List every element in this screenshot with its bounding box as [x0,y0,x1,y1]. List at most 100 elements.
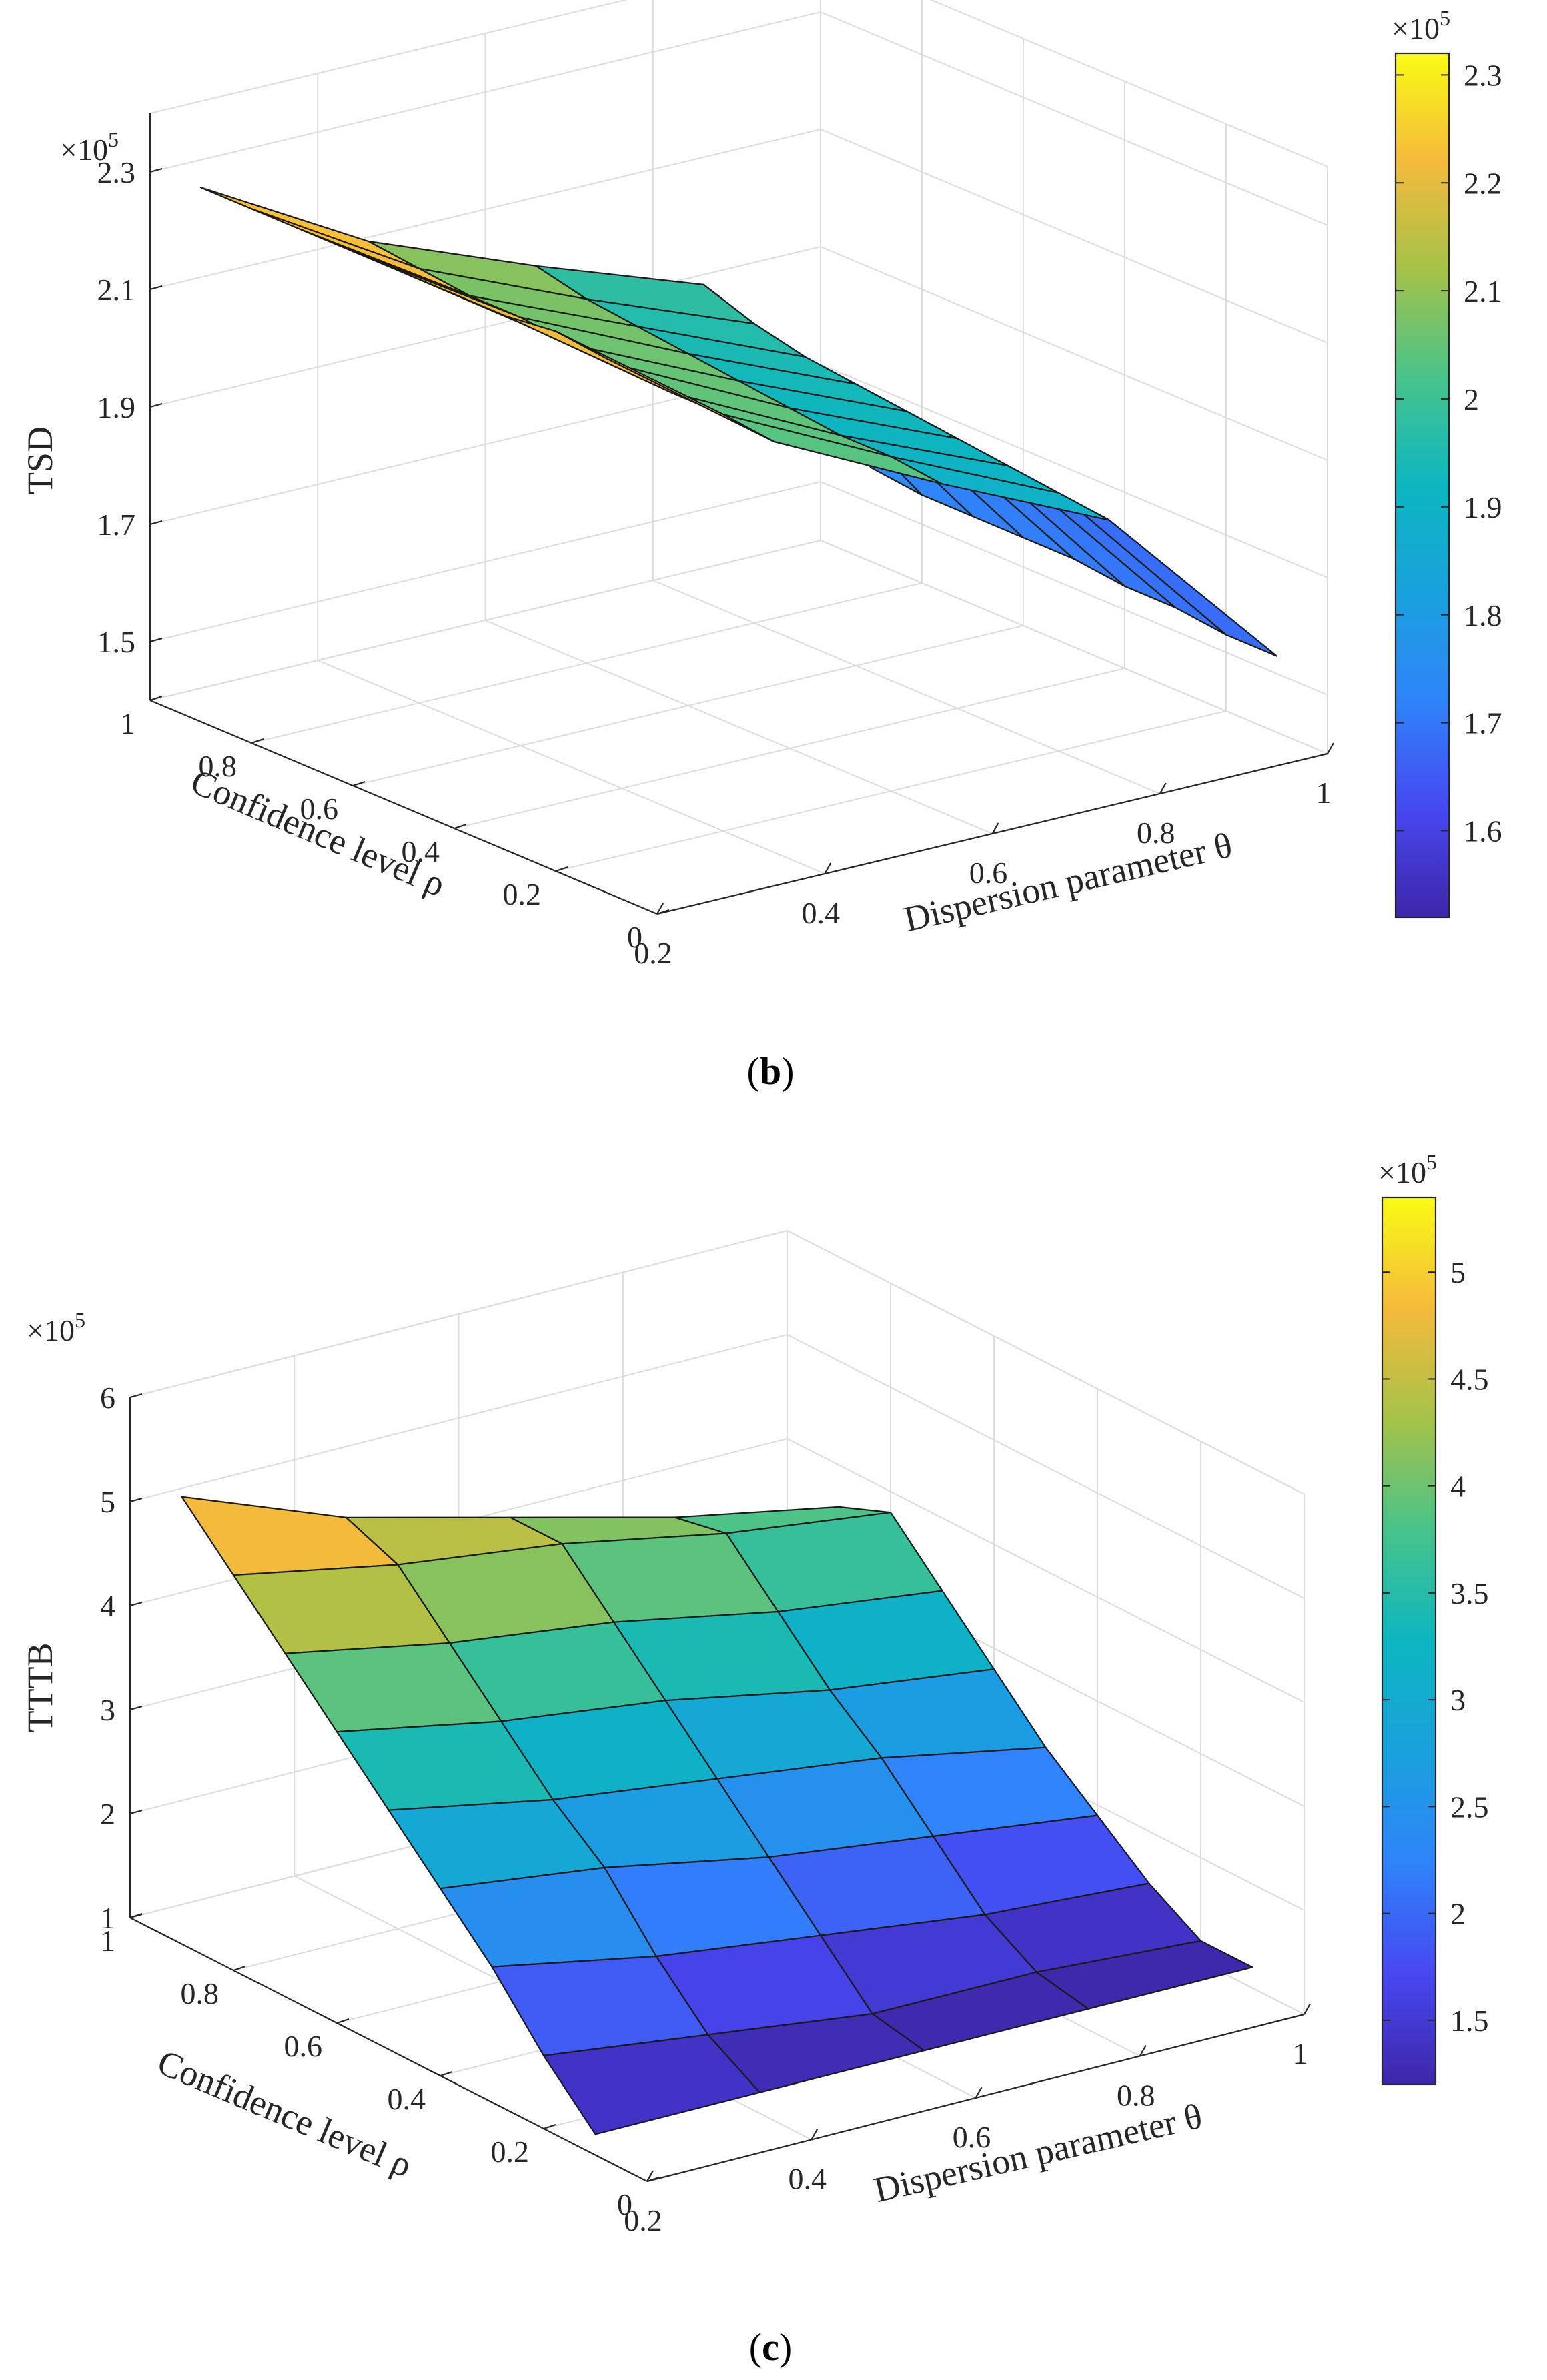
panel-c-surface-chart: 0.20.40.60.8100.20.40.60.81123456×105TTT… [20,1150,1489,2369]
b-x-tick-label: 0.4 [802,896,841,930]
c-x-axis-title: Dispersion parameter θ [870,2096,1205,2211]
b-y-tick-label: 1 [120,706,135,740]
c-y-tick-label: 0.8 [181,1976,219,2010]
b-colorbar-tick-label: 1.8 [1464,598,1502,632]
b-z-tick-mark [149,520,163,526]
b-grid-y-line [555,124,1227,872]
c-z-tick-label: 6 [100,1381,115,1415]
b-surface-patch [1057,492,1278,657]
b-z-tick-mark [149,285,163,291]
b-grid-x-line [317,73,825,874]
b-y-axis-line [149,699,658,915]
b-colorbar-exponent-label: ×105 [1392,6,1450,45]
c-x-tick-mark [975,2087,983,2099]
c-colorbar-tick-label: 4 [1450,1469,1466,1504]
c-z-tick-mark [129,1393,143,1399]
c-z-axis-title: TTTB [20,1643,60,1733]
b-grid-z-line [149,245,1328,461]
c-z-exponent-label: ×105 [27,1308,85,1347]
b-surface [199,187,1278,657]
c-z-tick-label: 4 [100,1589,115,1623]
b-colorbar-tick-label: 1.9 [1464,490,1502,524]
c-caption: (c) [749,2325,792,2369]
b-colorbar: 1.6 1.7 1.8 1.9 2 2.1 2.2 2.3 [1394,52,1502,919]
b-z-tick-label: 2.3 [97,155,136,189]
c-colorbar-tick-label: 2.5 [1450,1790,1489,1824]
b-colorbar-tick-label: 1.7 [1464,706,1502,740]
b-grid-y-line [251,0,923,744]
b-x-tick-label: 0.8 [1137,816,1175,850]
b-x-tick-mark [991,822,999,834]
c-y-tick-mark [543,2123,556,2130]
c-x-tick-mark [811,2128,819,2141]
c-y-axis-line [129,1917,648,2182]
c-x-tick-label: 0.6 [953,2120,991,2154]
b-z-axis-title: TSD [20,426,60,494]
b-x-tick-mark [1327,742,1334,754]
c-z-tick-label: 1 [100,1901,115,1935]
c-z-tick-label: 2 [100,1797,115,1831]
b-z-tick-mark [149,402,163,408]
c-grid-z-line [129,1333,1305,1599]
c-z-tick-mark [129,1809,143,1815]
c-surface [181,1496,1253,2135]
c-colorbar-tick-label: 2 [1450,1897,1466,1931]
c-z-tick-mark [129,1497,143,1503]
b-x-tick-label: 1 [1316,776,1332,810]
b-grid-y-line [656,167,1328,915]
b-colorbar-tick-label: 2.3 [1464,58,1502,92]
b-y-tick-mark [656,909,670,915]
b-y-tick-mark [352,780,366,787]
b-y-tick-mark [555,866,568,872]
c-grid-z-line [129,1229,1305,1495]
b-top-back-right [929,0,1328,167]
c-y-axis-title: Confidence level ρ [152,2042,418,2185]
c-z-tick-mark [129,1705,143,1711]
c-y-tick-mark [233,1965,246,1972]
b-y-axis-title: Confidence level ρ [185,761,452,905]
b-z-tick-label: 1.7 [97,508,136,542]
b-grid-z-line [149,363,1328,578]
b-z-exponent-label: ×105 [60,127,119,167]
c-x-tick-mark [1304,2003,1311,2015]
c-z-tick-label: 5 [100,1485,115,1519]
b-grid-z-line [149,128,1328,344]
c-colorbar-ramp [1381,1196,1437,2086]
c-z-tick-mark [129,1913,143,1919]
c-x-tick-label: 1 [1293,2036,1308,2070]
b-x-axis-title: Dispersion parameter θ [900,825,1235,940]
c-x-tick-label: 0.8 [1117,2078,1155,2113]
b-colorbar-ramp [1394,52,1450,919]
b-x-tick-mark [824,862,832,874]
c-colorbar-exponent-label: ×105 [1378,1150,1437,1189]
c-x-tick-mark [1139,2044,1147,2057]
b-caption: (b) [747,1049,795,1093]
b-y-tick-label: 0.2 [503,877,542,911]
b-grid-y-line [149,0,821,701]
c-surface-patch [542,2034,760,2135]
b-z-tick-label: 1.9 [97,390,136,424]
panel-b-surface-chart: 0.20.40.60.8100.20.40.60.811.51.71.92.12… [20,0,1502,1093]
c-y-tick-label: 0.6 [284,2029,323,2063]
b-y-tick-label: 0 [627,920,642,954]
b-y-tick-mark [454,823,467,830]
c-z-tick-label: 3 [100,1693,115,1727]
b-colorbar-tick-label: 1.6 [1464,814,1502,848]
b-grid-y-line [352,39,1024,786]
c-y-tick-label: 0.4 [388,2082,426,2116]
b-grid-z-line [149,11,1328,226]
c-y-tick-label: 0.2 [491,2135,530,2169]
b-grid-z-line [149,480,1328,696]
b-y-tick-mark [149,695,163,702]
b-z-tick-label: 2.1 [97,273,136,307]
c-surface-patch [181,1496,399,1576]
c-y-tick-mark [646,2176,660,2183]
b-y-tick-label: 0.4 [402,834,440,868]
c-colorbar-tick-label: 1.5 [1450,2004,1489,2038]
b-x-tick-mark [1159,782,1167,794]
b-z-tick-mark [149,637,163,643]
b-colorbar-tick-label: 2.2 [1464,166,1502,200]
c-z-tick-mark [129,1601,143,1607]
